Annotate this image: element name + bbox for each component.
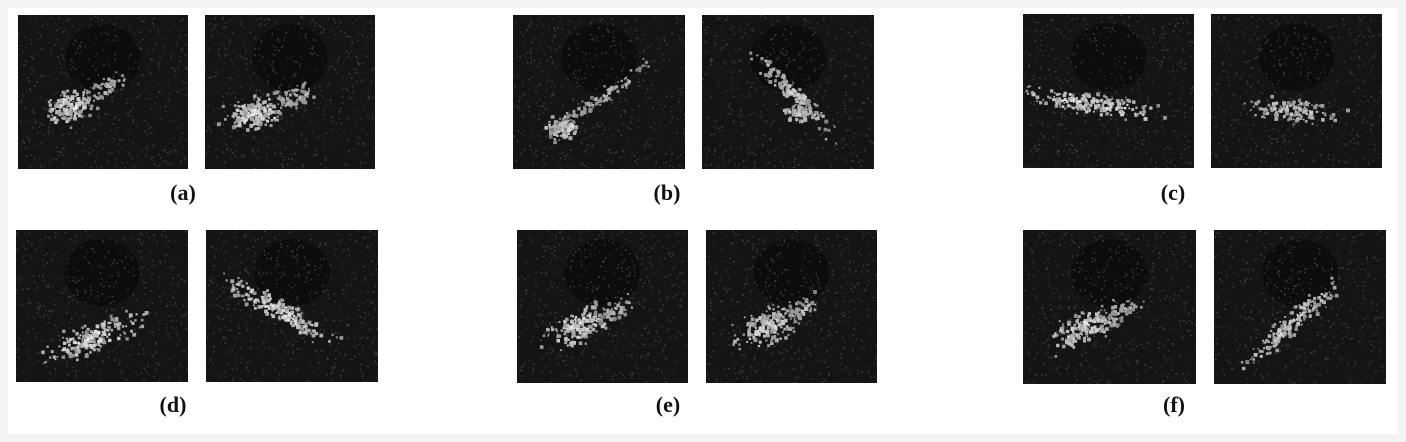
caption-f: (f) [1163, 392, 1185, 417]
sar-image-d-2 [206, 230, 378, 382]
sar-image-a-2 [205, 15, 375, 169]
sar-image-d-1 [16, 230, 188, 382]
caption-d: (d) [159, 392, 187, 417]
sar-image-b-1 [513, 15, 685, 169]
sar-image-c-2 [1211, 14, 1382, 168]
sar-image-f-1 [1023, 230, 1196, 384]
sar-image-e-1 [517, 230, 688, 383]
sar-image-c-1 [1023, 14, 1194, 168]
caption-e: (e) [655, 392, 681, 417]
sar-image-b-2 [702, 15, 874, 169]
sar-image-e-2 [706, 230, 877, 383]
caption-c: (c) [1160, 180, 1186, 205]
sar-image-a-1 [18, 15, 188, 169]
sar-image-f-2 [1214, 230, 1386, 384]
figure: (a) (b) (c) (d) (e) (f) [8, 8, 1398, 434]
caption-a: (a) [170, 180, 196, 205]
caption-b: (b) [653, 180, 681, 205]
